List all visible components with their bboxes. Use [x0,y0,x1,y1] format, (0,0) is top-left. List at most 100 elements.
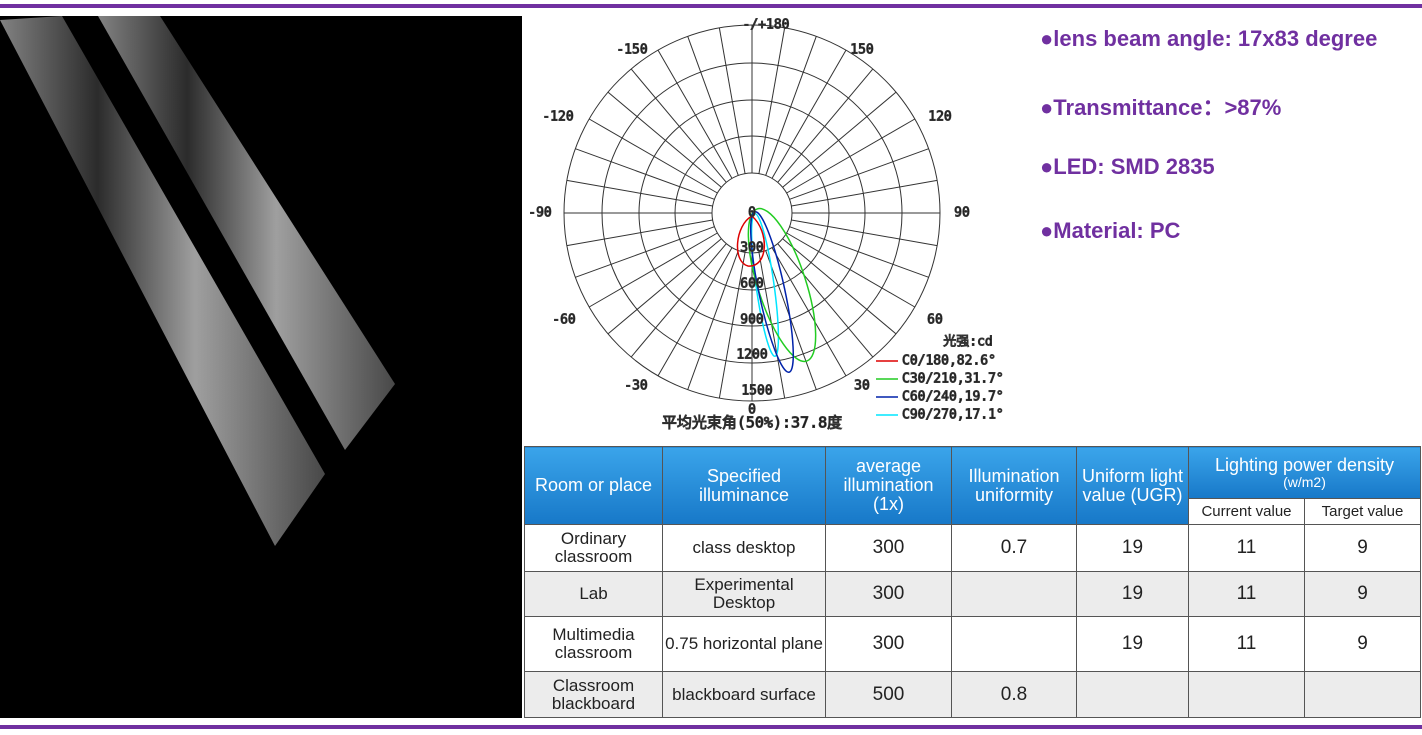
header-cell: Specified illuminance [662,446,826,525]
polar-spoke [588,118,718,194]
table-cell: 19 [1076,616,1189,672]
angle-label: -30 [624,379,647,394]
table-cell [951,616,1077,672]
header-cell: Illumination uniformity [951,446,1077,525]
polar-spoke [782,91,897,188]
polar-spoke [630,243,727,358]
table-cell: 300 [825,524,952,572]
table-cell: Experimental Desktop [662,571,826,617]
polar-spoke [777,68,874,183]
subheader-cell: Current value [1188,498,1305,525]
top-rule [0,4,1422,8]
table-cell: 11 [1188,616,1305,672]
legend-label: C30/210,31.7° [902,372,1004,387]
polar-spoke [566,179,713,207]
table-cell: 500 [825,671,952,718]
spec-bullet: ●lens beam angle: 17x83 degree [1040,26,1378,51]
polar-spoke [789,226,929,278]
polar-diagram: -/+180 150 -150 120 -120 90 -90 60 -60 30 -30 0 0 300… [528,17,1004,432]
table-cell: Lab [524,571,663,617]
illuminance-table: Room or place Specified illuminance averag… [524,446,1421,718]
curve-c60 [749,210,795,374]
table-cell: 9 [1304,571,1421,617]
product-photo [0,16,522,718]
table-row: Ordinary classroom class desktop 300 0.7 19 1… [524,524,1421,572]
table-cell: class desktop [662,524,826,572]
header-cell: average illumination (1x) [825,446,952,525]
radial-label: 1200 [736,348,767,363]
header-cell: Uniform light value (UGR) [1076,446,1189,525]
radial-label: 1500 [741,384,772,399]
table-cell [1076,671,1189,718]
polar-spoke [771,247,847,377]
polar-spoke [657,49,733,179]
polar-spoke [771,49,847,179]
group-title: Lighting power density [1214,454,1395,475]
table-row: Multimedia classroom 0.75 horizontal plan… [524,616,1421,672]
table-cell: 11 [1188,524,1305,572]
spec-bullet: ●LED: SMD 2835 [1040,154,1215,179]
polar-spoke [786,118,916,194]
polar-spoke [657,247,733,377]
table-cell: 9 [1304,616,1421,672]
header-cell: Room or place [524,446,663,525]
polar-spoke [575,148,715,200]
polar-spoke [607,238,722,335]
subheader-cell: Target value [1304,498,1421,525]
angle-label: 90 [954,206,970,221]
polar-spoke [566,219,713,247]
curve-c0 [736,215,766,267]
polar-spoke [777,243,874,358]
radial-label: 900 [740,313,763,328]
table-cell: 300 [825,571,952,617]
angle-label: -90 [528,206,551,221]
table-cell: 19 [1076,571,1189,617]
angle-label: 0 [748,403,756,418]
angle-label: 120 [928,110,951,125]
table-cell: 0.75 horizontal plane [662,616,826,672]
angle-label: -150 [616,43,647,58]
table-cell: 300 [825,616,952,672]
polar-spoke [789,148,929,200]
table-cell: 0.7 [951,524,1077,572]
angle-label: -60 [552,313,575,328]
table-cell: 0.8 [951,671,1077,718]
polar-spoke [575,226,715,278]
table-cell [951,571,1077,617]
table-cell: Ordinary classroom [524,524,663,572]
legend-label: C90/270,17.1° [902,408,1004,423]
polar-spoke [687,36,739,176]
angle-label: -120 [542,110,573,125]
table-row: Lab Experimental Desktop 300 19 11 9 [524,571,1421,617]
table-cell [1188,671,1305,718]
polar-caption: 平均光束角(50%):37.8度 [662,414,842,432]
polar-spoke [588,232,718,308]
radial-label: 0 [748,206,756,221]
legend-label: C0/180,82.6° [902,354,996,369]
table-cell: 9 [1304,524,1421,572]
angle-label: 150 [850,43,873,58]
polar-spoke [687,250,739,390]
angle-label: 30 [854,379,870,394]
spec-bullet: ●Material: PC [1040,218,1181,243]
polar-spoke [607,91,722,188]
polar-spoke [791,179,938,207]
angle-label: 60 [927,313,943,328]
angle-label: -/+180 [743,18,790,33]
table-cell: 11 [1188,571,1305,617]
polar-spoke [791,219,938,247]
table-cell: Multimedia classroom [524,616,663,672]
polar-spoke [786,232,916,308]
polar-spoke [718,27,746,174]
polar-spoke [630,68,727,183]
group-unit: (w/m2) [1283,473,1326,490]
polar-spoke [782,238,897,335]
radial-label: 300 [740,241,763,256]
radial-label: 600 [740,277,763,292]
table-cell: Classroom blackboard [524,671,663,718]
header-group: Lighting power density (w/m2) [1188,446,1421,499]
legend-title: 光强:cd [943,335,992,350]
legend-label: C60/240,19.7° [902,390,1004,405]
polar-spoke [718,252,746,399]
